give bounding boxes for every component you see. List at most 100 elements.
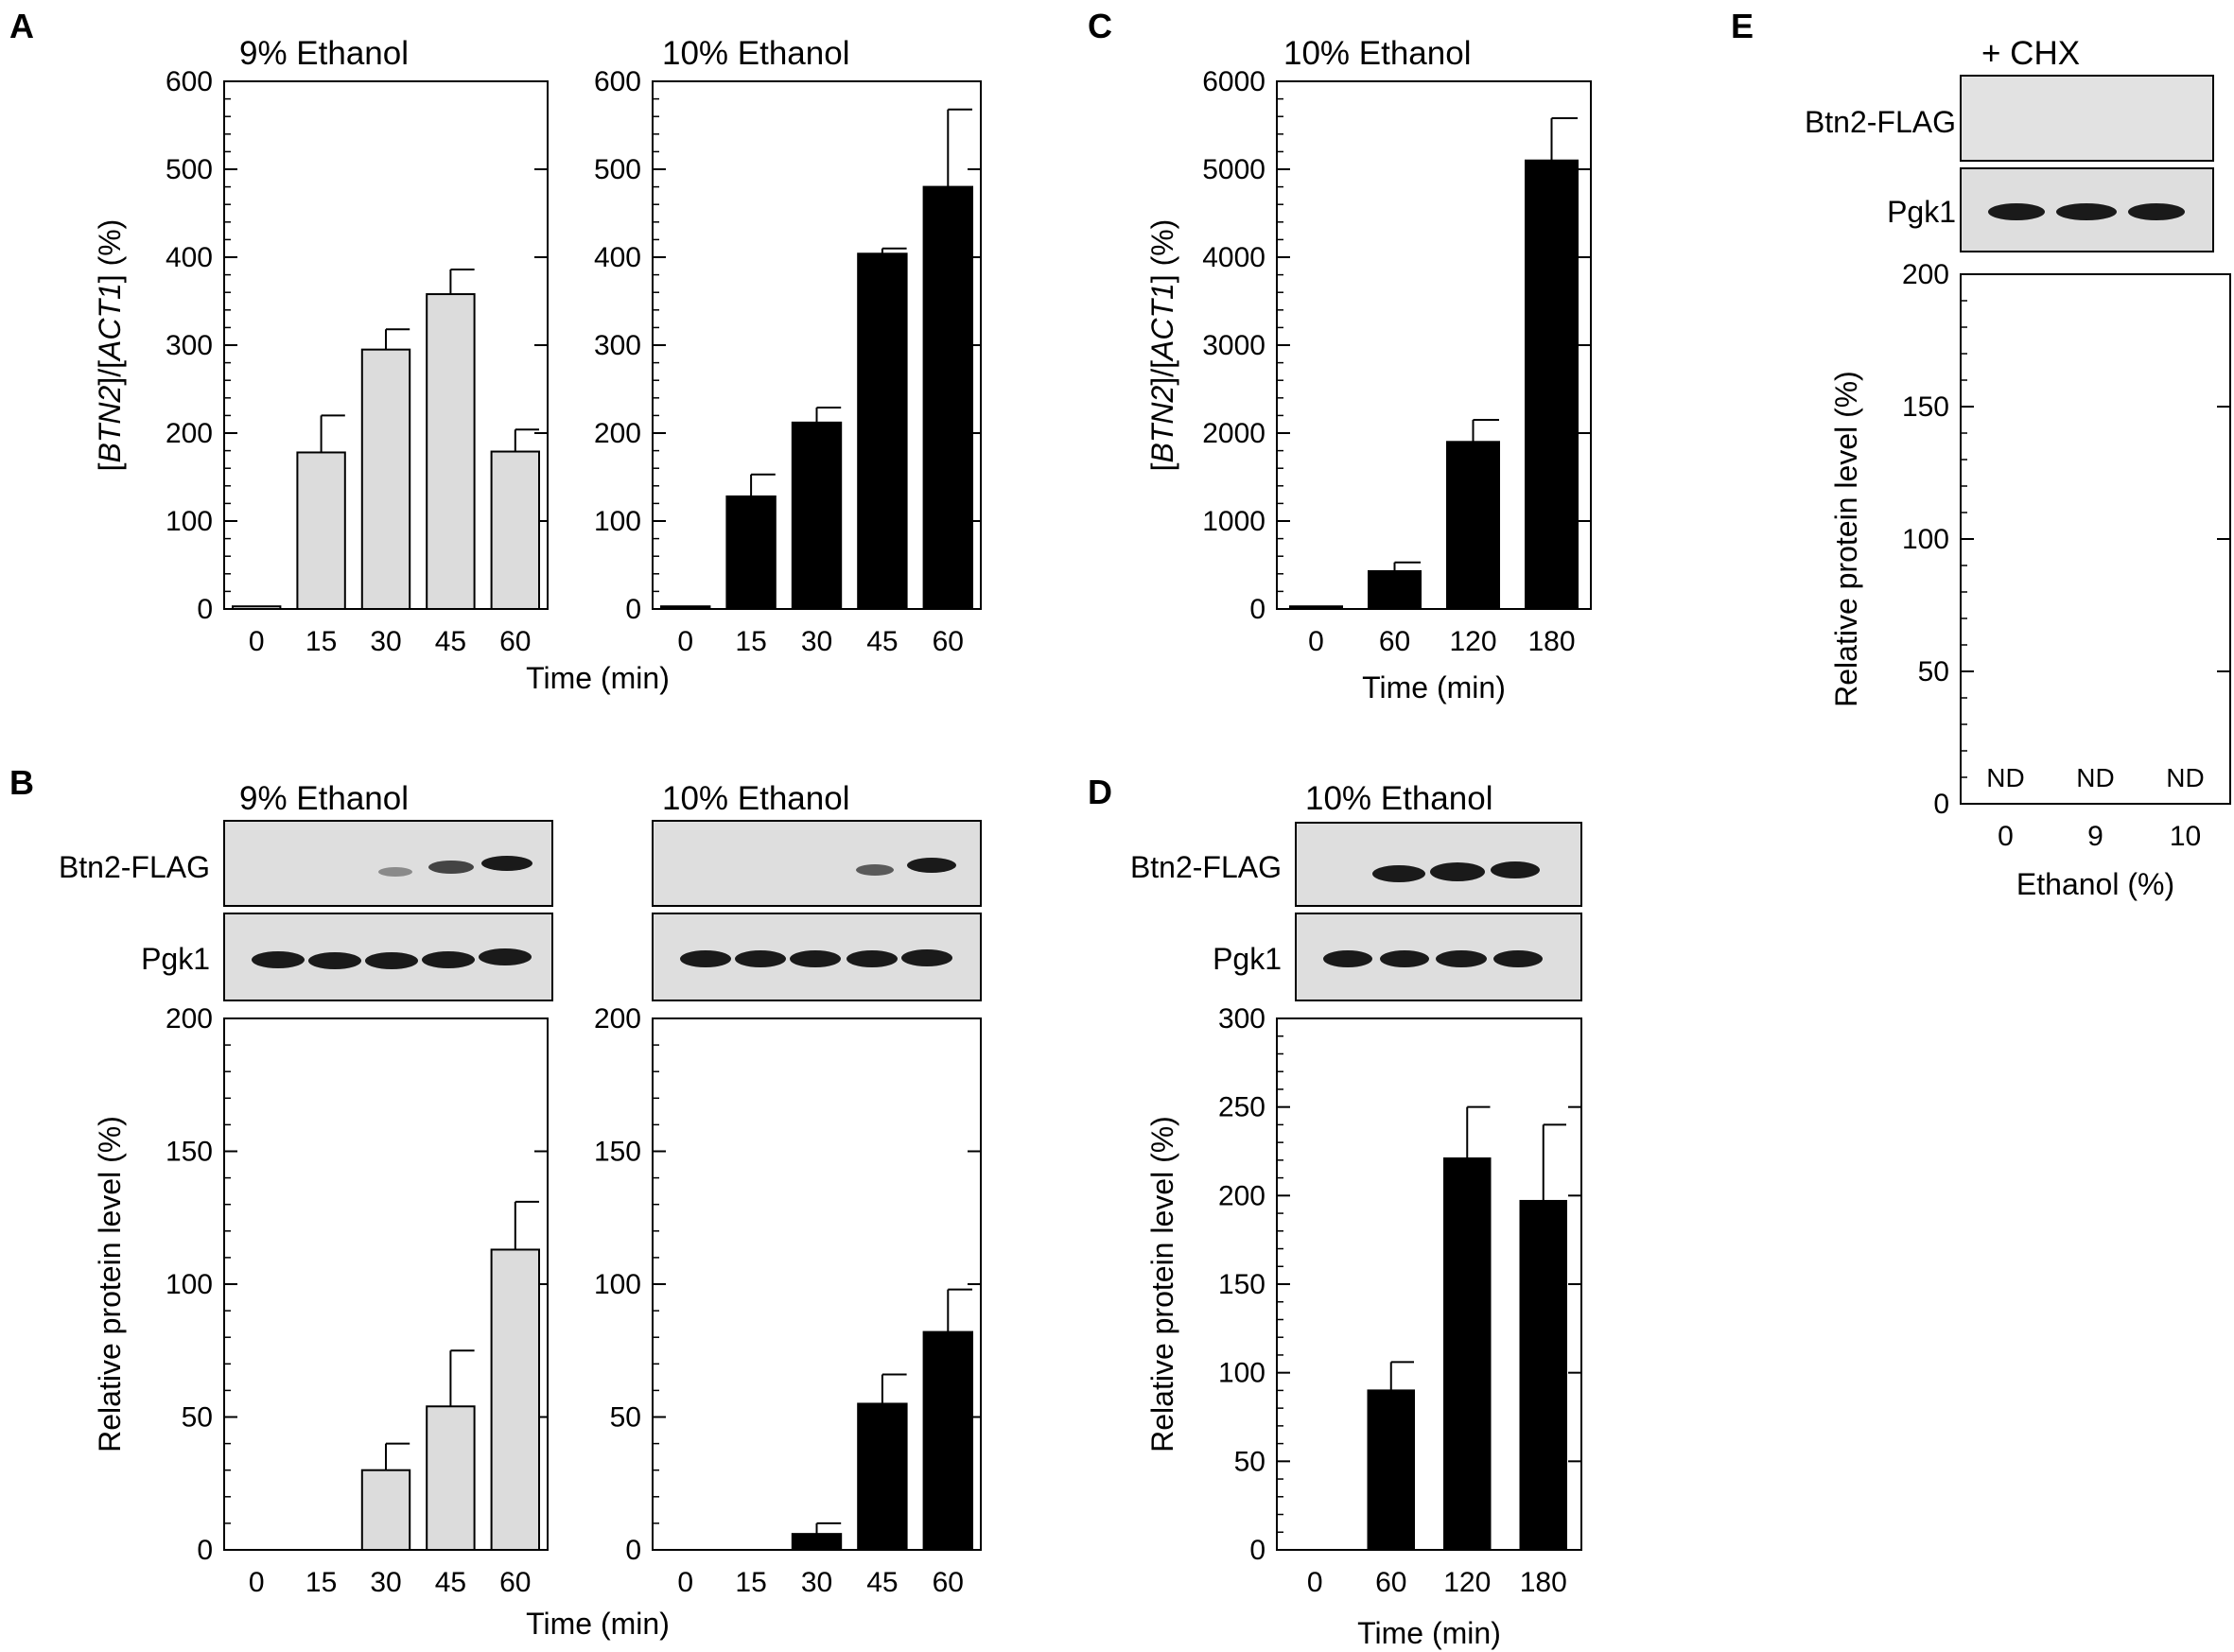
western-blot-b1: [223, 820, 553, 1001]
x-tick-label: 15: [735, 1567, 766, 1598]
panel-label-d: D: [1088, 773, 1112, 811]
y-tick-label: 100: [594, 1269, 641, 1300]
x-tick-label: 60: [1379, 626, 1410, 657]
blot-label-btn2-d: Btn2-FLAG: [1130, 850, 1282, 884]
x-tick-label: 45: [435, 626, 466, 657]
western-blot-d: [1295, 822, 1582, 1001]
x-tick-label: 15: [305, 1567, 337, 1598]
bar-b2-30: [791, 1533, 843, 1552]
bar-b2-60: [922, 1330, 973, 1551]
chart-title-a1: 9% Ethanol: [239, 35, 409, 72]
y-tick-label: 0: [1249, 594, 1265, 625]
chart-title-d: 10% Ethanol: [1305, 780, 1492, 817]
x-tick-label: 45: [866, 1567, 898, 1598]
y-tick-label: 200: [1902, 259, 1949, 290]
y-tick-label: 500: [166, 154, 213, 185]
x-tick-label: 30: [370, 626, 401, 657]
chart-e: 0 50 100 150 200 ND 0 ND 9 ND 10 Ethanol (%) Relativ…: [1829, 259, 2231, 901]
x-axis-label: Ethanol (%): [2016, 867, 2174, 901]
bar-a1-45: [426, 293, 476, 610]
western-blot-e: [1960, 75, 2214, 252]
x-tick-label: 180: [1520, 1567, 1567, 1598]
bar-c-60: [1368, 570, 1422, 611]
chart-title-e-chx: + CHX: [1981, 35, 2080, 72]
y-tick-label: 250: [1218, 1092, 1265, 1123]
x-tick-label: 45: [866, 626, 898, 657]
y-axis-label: [BTN2]/[ACT1] (%): [93, 219, 127, 472]
y-tick-label: 600: [166, 66, 213, 97]
y-tick-label: 200: [594, 1003, 641, 1035]
y-tick-label: 0: [197, 1535, 213, 1566]
y-tick-label: 50: [610, 1402, 641, 1434]
bar-c-0: [1289, 605, 1343, 611]
y-tick-label: 50: [1234, 1446, 1265, 1477]
y-tick-label: 3000: [1202, 330, 1265, 361]
bar-b1-45: [426, 1405, 476, 1552]
plot-frame: [1960, 273, 2231, 805]
y-tick-label: 0: [1933, 789, 1949, 820]
x-tick-label: 0: [1308, 626, 1324, 657]
x-axis-label: Time (min): [526, 661, 670, 695]
y-tick-label: 100: [1902, 524, 1949, 555]
x-tick-label: 0: [1998, 821, 2014, 852]
x-tick-label: 60: [499, 1567, 531, 1598]
y-axis-label: [BTN2]/[ACT1] (%): [1145, 219, 1179, 472]
y-axis-label: Relative protein level (%): [1145, 1116, 1179, 1452]
bar-a1-15: [296, 451, 346, 610]
y-tick-label: 1000: [1202, 506, 1265, 537]
bar-a1-60: [490, 450, 540, 610]
x-tick-label: 30: [370, 1567, 401, 1598]
y-tick-label: 100: [1218, 1358, 1265, 1389]
bar-a2-45: [857, 252, 908, 610]
x-axis-label: Time (min): [526, 1607, 670, 1641]
x-tick-label: 180: [1527, 626, 1575, 657]
y-tick-label: 200: [594, 418, 641, 449]
y-tick-label: 50: [182, 1402, 213, 1434]
chart-b2: 0 50 100 150 200 0 15 30 45 60 Time (min): [526, 1003, 982, 1641]
y-tick-label: 100: [166, 1269, 213, 1300]
y-tick-label: 300: [1218, 1003, 1265, 1035]
chart-title-c: 10% Ethanol: [1283, 35, 1471, 72]
y-tick-label: 100: [594, 506, 641, 537]
bar-d-60: [1367, 1389, 1415, 1552]
x-tick-label: 120: [1449, 626, 1496, 657]
western-blot-b2: [652, 820, 982, 1001]
blot-label-pgk1-d: Pgk1: [1213, 942, 1282, 976]
y-tick-label: 200: [1218, 1180, 1265, 1211]
x-axis-label: Time (min): [1357, 1616, 1501, 1650]
y-tick-label: 600: [594, 66, 641, 97]
y-tick-label: 5000: [1202, 154, 1265, 185]
y-tick-label: 300: [594, 330, 641, 361]
nd-label: ND: [2166, 763, 2204, 792]
chart-a2: 0 100 200 300 400 500 600 0 15 30 45 60 Time (min): [526, 66, 982, 695]
bar-b1-60: [490, 1248, 540, 1551]
bar-c-120: [1446, 441, 1500, 610]
y-tick-label: 500: [594, 154, 641, 185]
blot-label-pgk1-e: Pgk1: [1887, 195, 1956, 229]
y-tick-label: 2000: [1202, 418, 1265, 449]
x-tick-label: 9: [2087, 821, 2103, 852]
y-tick-label: 150: [1218, 1269, 1265, 1300]
bar-a1-0: [232, 605, 282, 611]
y-tick-label: 200: [166, 1003, 213, 1035]
y-tick-label: 0: [197, 594, 213, 625]
chart-title-b1: 9% Ethanol: [239, 780, 409, 817]
y-tick-label: 150: [594, 1137, 641, 1168]
y-tick-label: 4000: [1202, 242, 1265, 273]
y-tick-label: 0: [625, 594, 641, 625]
y-tick-label: 0: [625, 1535, 641, 1566]
bar-b1-30: [360, 1469, 411, 1551]
bar-a2-15: [725, 495, 777, 611]
x-tick-label: 60: [933, 1567, 964, 1598]
y-tick-label: 0: [1249, 1535, 1265, 1566]
x-tick-label: 60: [1375, 1567, 1406, 1598]
y-tick-label: 150: [1902, 391, 1949, 423]
blot-label-btn2-e: Btn2-FLAG: [1805, 105, 1956, 139]
x-tick-label: 60: [499, 626, 531, 657]
x-tick-label: 0: [677, 1567, 693, 1598]
chart-title-b2: 10% Ethanol: [662, 780, 849, 817]
x-tick-label: 0: [249, 1567, 265, 1598]
panel-label-c: C: [1088, 7, 1112, 45]
